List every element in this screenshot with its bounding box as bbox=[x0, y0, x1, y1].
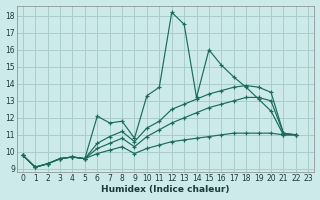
X-axis label: Humidex (Indice chaleur): Humidex (Indice chaleur) bbox=[101, 185, 230, 194]
